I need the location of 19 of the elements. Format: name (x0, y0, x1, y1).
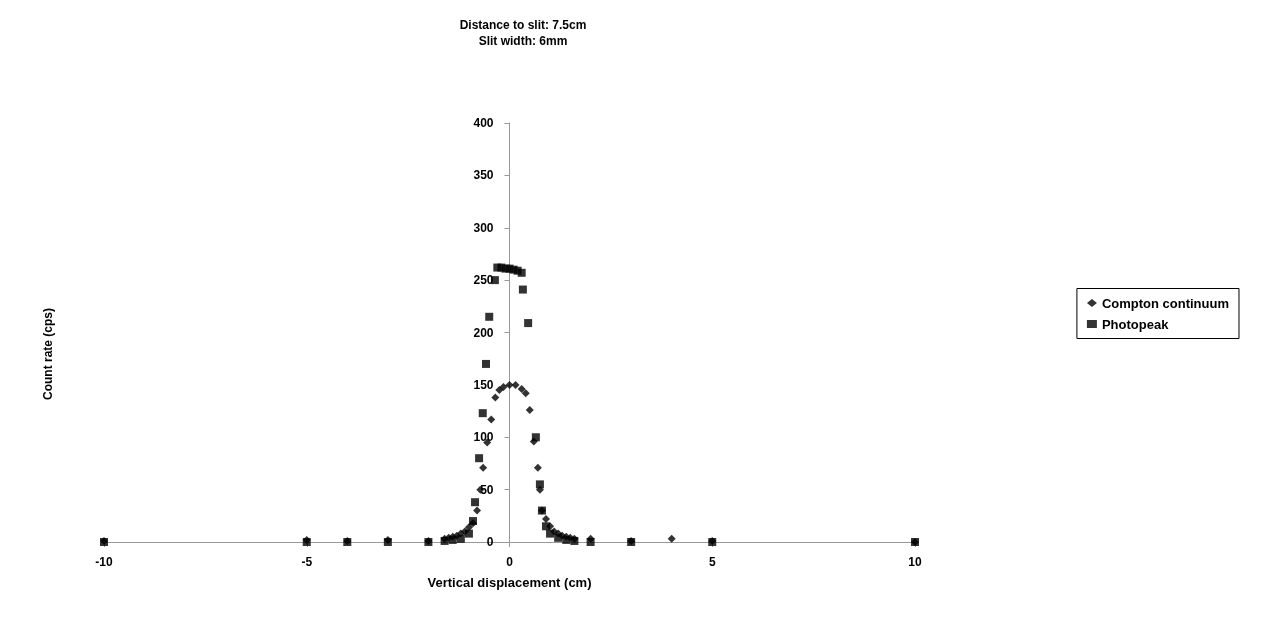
y-tick-label: 300 (473, 220, 494, 235)
x-tick-label: 10 (908, 555, 922, 569)
legend-label: Compton continuum (1101, 295, 1230, 311)
x-axis-title: Vertical displacement (cm) (427, 575, 592, 590)
x-tick-label: 5 (708, 555, 716, 569)
legend-label: Photopeak (1101, 316, 1170, 332)
y-tick-label: 400 (473, 116, 494, 130)
x-tick-label: -5 (301, 555, 313, 569)
y-tick-label: 100 (473, 430, 494, 445)
y-tick-label: 200 (473, 325, 494, 340)
y-axis-title: Count rate (cps) (41, 307, 55, 401)
chart-subtitle: Slit width: 6mm (478, 34, 568, 48)
x-tick-label: 0 (506, 555, 514, 569)
chart-title: Distance to slit: 7.5cm (459, 18, 587, 32)
y-tick-label: 350 (473, 168, 494, 183)
y-tick-label: 150 (473, 377, 494, 392)
y-tick-label: 50 (480, 482, 494, 497)
y-tick-label: 0 (486, 535, 494, 549)
x-tick-label: -10 (95, 555, 113, 569)
